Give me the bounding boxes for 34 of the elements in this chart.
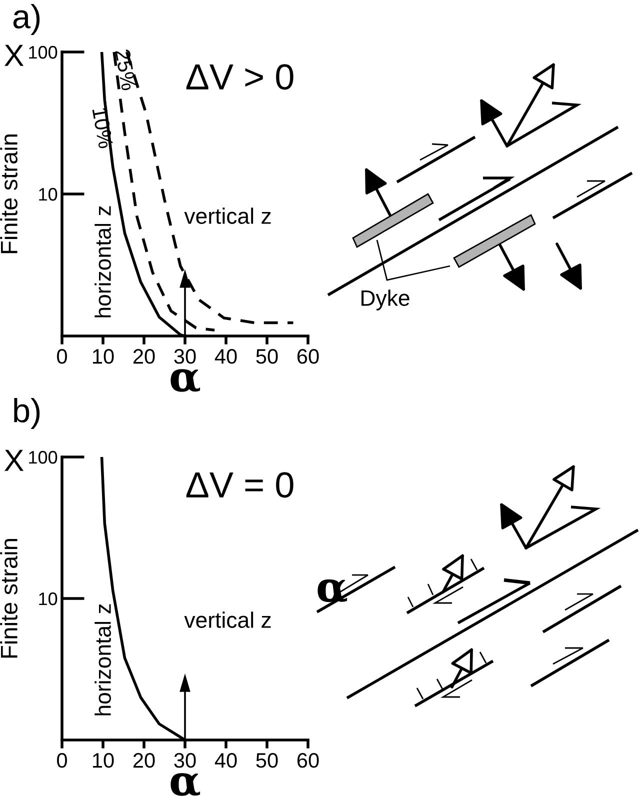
x-tick-label: 10 (93, 349, 114, 364)
annotation: horizontal z (94, 604, 111, 716)
text: X (4, 450, 24, 471)
x-tick-label: 30 (174, 753, 196, 768)
y-axis-title: Finite strain (0, 134, 18, 254)
x-axis-title: α (170, 369, 200, 392)
text: Dyke (362, 290, 410, 310)
x-tick-label: 20 (133, 349, 155, 364)
annotation: vertical z (184, 208, 271, 224)
x-tick-label: 10 (93, 753, 114, 768)
y-axis-title: Finite strain (0, 539, 18, 658)
x-tick-label: 50 (256, 349, 278, 364)
chart-subtitle: ΔV > 0 (186, 64, 294, 90)
chart-title: a) (13, 4, 40, 36)
text: X (4, 44, 24, 66)
x-tick-label: 60 (297, 349, 319, 364)
y-tick-label: 100 (29, 450, 58, 464)
annotation: vertical z (184, 612, 271, 628)
y-tick-label: 10 (39, 592, 58, 606)
x-tick-label: 40 (214, 349, 237, 364)
x-tick-label: 50 (256, 753, 278, 768)
annotation: horizontal z (94, 206, 111, 318)
x-tick-label: 0 (57, 349, 67, 364)
x-tick-label: 30 (174, 349, 196, 364)
x-tick-label: 40 (214, 753, 237, 768)
chart-subtitle: ΔV = 0 (186, 472, 294, 498)
x-tick-label: 60 (297, 753, 319, 768)
y-tick-label: 10 (39, 188, 58, 201)
x-axis-title: α (170, 773, 200, 796)
text: α (318, 579, 348, 602)
x-tick-label: 0 (57, 753, 67, 768)
chart-title: b) (14, 398, 40, 430)
x-tick-label: 20 (133, 753, 155, 768)
y-tick-label: 100 (29, 46, 58, 59)
